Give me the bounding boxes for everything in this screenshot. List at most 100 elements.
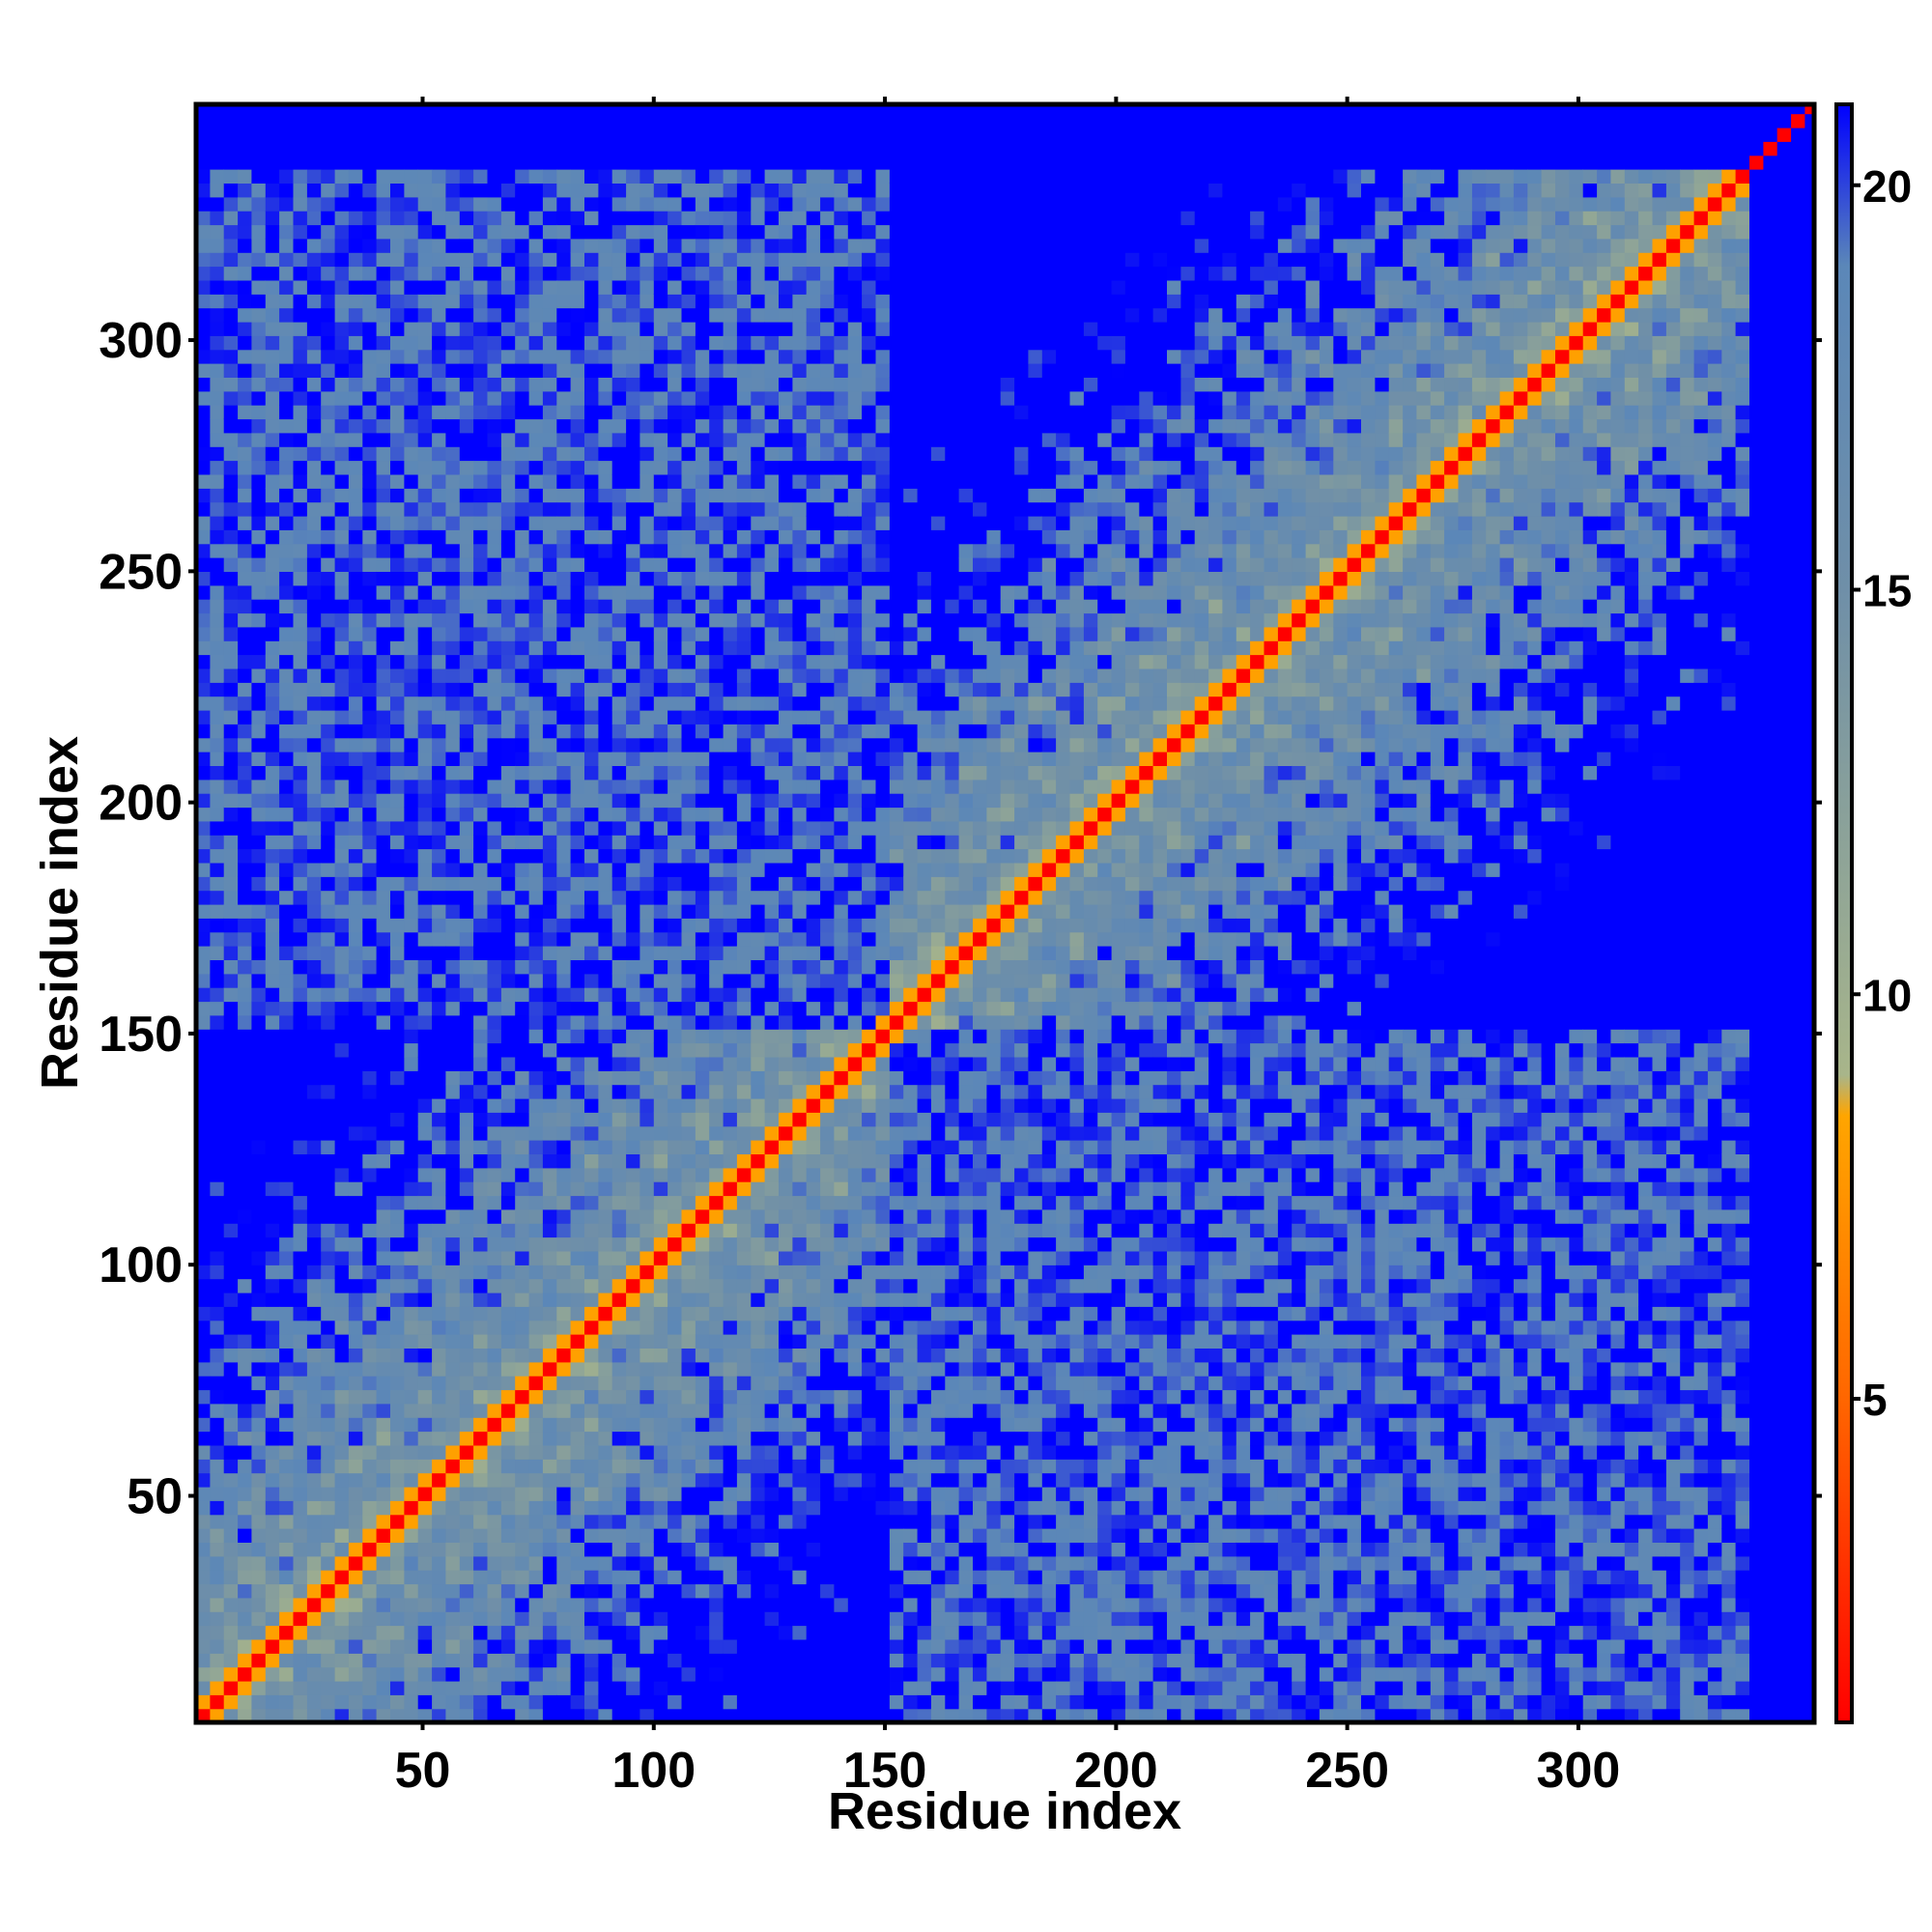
heatmap-cell [473,1514,489,1529]
heatmap-cell [362,1694,378,1710]
heatmap-cell [238,390,253,406]
heatmap-cell [751,279,766,295]
heatmap-cell [459,807,474,822]
heatmap-cell [723,1181,738,1197]
heatmap-cell [570,1376,585,1391]
heatmap-cell [736,211,752,226]
heatmap-cell [626,1056,641,1071]
heatmap-cell [639,1431,655,1446]
heatmap-cell [668,1431,683,1446]
heatmap-cell [251,1001,267,1016]
heatmap-cell [515,224,530,240]
heatmap-cell [542,1250,557,1265]
heatmap-cell [238,183,253,198]
heatmap-cell [238,779,253,794]
heatmap-cell [334,557,350,572]
heatmap-cell [653,1070,668,1086]
heatmap-cell [223,1459,239,1474]
heatmap-cell [736,1459,752,1474]
heatmap-cell [432,307,447,323]
heatmap-cell [362,377,378,392]
heatmap-cell [668,252,683,268]
heatmap-cell [487,363,502,378]
heatmap-cell [709,363,724,378]
heatmap-cell [639,1153,655,1169]
heatmap-cell [764,1431,780,1446]
heatmap-cell [390,752,405,766]
heatmap-cell [611,1029,627,1044]
heatmap-cell [445,1070,461,1086]
heatmap-cell [542,211,557,226]
heatmap-cell [570,1653,585,1668]
heatmap-cell [751,377,766,392]
heatmap-cell [473,1528,489,1543]
heatmap-cell [459,1403,474,1418]
heatmap-cell [598,1361,613,1377]
heatmap-cell [709,515,724,530]
heatmap-cell [542,1653,557,1668]
heatmap-cell [417,211,433,226]
heatmap-cell [265,363,280,378]
heatmap-cell [404,377,419,392]
heatmap-cell [751,1236,766,1252]
heatmap-cell [306,390,322,406]
heatmap-cell [473,335,489,351]
heatmap-cell [306,779,322,794]
heatmap-cell [570,737,585,753]
heatmap-cell [542,405,557,420]
heatmap-cell [445,321,461,336]
heatmap-cell [223,1125,239,1141]
heatmap-cell [723,543,738,558]
heatmap-cell [417,1694,433,1710]
heatmap-cell [487,211,502,226]
heatmap-cell [751,335,766,351]
heatmap-cell [653,959,668,975]
heatmap-cell [736,488,752,503]
heatmap-cell [736,931,752,947]
heatmap-cell [695,1125,710,1141]
heatmap-cell [570,1250,585,1265]
heatmap-cell [751,1376,766,1391]
heatmap-cell [709,1140,724,1154]
heatmap-cell [348,765,363,781]
heatmap-cell [293,1361,308,1377]
heatmap-cell [223,432,239,447]
heatmap-cell [709,752,724,766]
heatmap-cell [611,640,627,656]
heatmap-cell [321,279,336,295]
heatmap-cell [417,1638,433,1654]
heatmap-cell [695,488,710,503]
heatmap-cell [265,543,280,558]
heatmap-cell [238,104,253,115]
heatmap-cell [542,1208,557,1224]
heatmap-cell [306,876,322,892]
heatmap-cell [611,807,627,822]
heatmap-cell [611,987,627,1003]
heatmap-cell [639,1001,655,1016]
heatmap-cell [293,1403,308,1418]
heatmap-cell [515,1056,530,1071]
heatmap-cell [598,1666,613,1682]
heatmap-cell [376,349,391,364]
heatmap-cell [251,1223,267,1238]
heatmap-cell [473,141,489,156]
heatmap-cell [542,1223,557,1238]
heatmap-cell [500,1514,516,1529]
heatmap-cell [487,294,502,309]
heatmap-cell [639,266,655,281]
heatmap-cell [639,1653,655,1668]
heatmap-cell [598,1472,613,1488]
heatmap-cell [390,113,405,128]
heatmap-cell [238,1625,253,1640]
heatmap-cell [598,127,613,142]
heatmap-cell [709,104,724,115]
heatmap-cell [404,1250,419,1265]
heatmap-cell [432,765,447,781]
heatmap-cell [584,390,599,406]
heatmap-cell [334,765,350,781]
heatmap-cell [542,987,557,1003]
heatmap-cell [293,1542,308,1557]
heatmap-cell [390,1125,405,1141]
heatmap-cell [695,848,710,864]
heatmap-cell [500,432,516,447]
